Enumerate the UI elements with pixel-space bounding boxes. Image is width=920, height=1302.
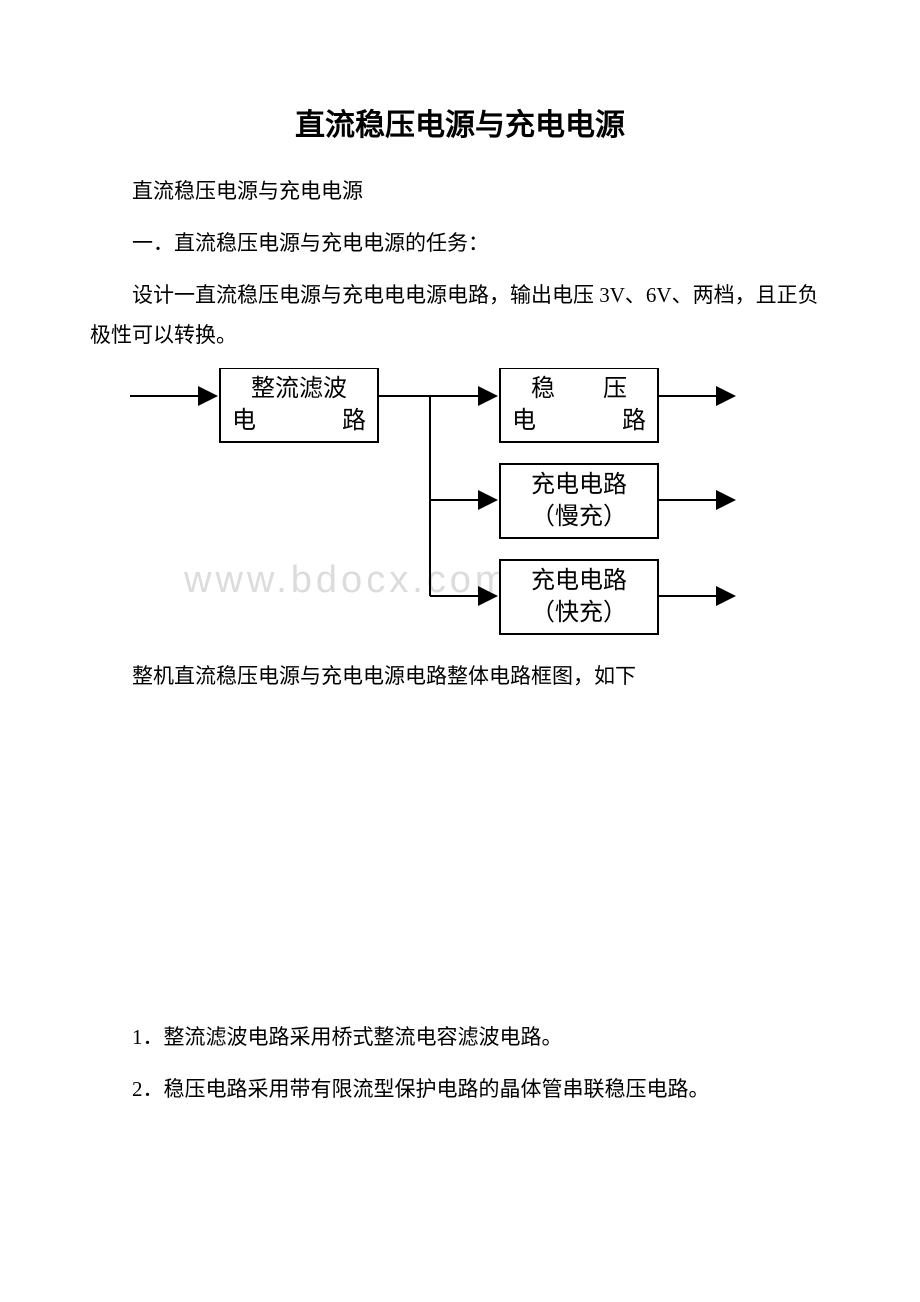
- svg-text:整流滤波: 整流滤波: [251, 375, 347, 402]
- svg-text:www.bdocx.com: www.bdocx.com: [183, 559, 511, 601]
- svg-text:电: 电: [232, 407, 256, 434]
- svg-text:稳 压: 稳 压: [531, 375, 627, 402]
- block-diagram: www.bdocx.com 整流滤波电 路 稳 压电 路充电电路 （慢充） 充电电路 （快充）: [130, 368, 740, 645]
- section1-heading: 一．直流稳压电源与充电电源的任务：: [90, 224, 830, 264]
- svg-text:路: 路: [622, 407, 646, 434]
- svg-text:电: 电: [512, 407, 536, 434]
- page: 直流稳压电源与充电电源 直流稳压电源与充电电源 一．直流稳压电源与充电电源的任务…: [0, 0, 920, 1182]
- blank-space: [90, 708, 830, 1018]
- subtitle-line: 直流稳压电源与充电电源: [90, 172, 830, 212]
- list-item-1: 1．整流滤波电路采用桥式整流电容滤波电路。: [90, 1018, 830, 1058]
- svg-text:充电电路: 充电电路: [531, 567, 627, 594]
- section1-para1: 设计一直流稳压电源与充电电电源电路，输出电压 3V、6V、两档，且正负极性可以转…: [90, 276, 830, 356]
- svg-text:充电电路: 充电电路: [531, 471, 627, 498]
- flowchart-svg: www.bdocx.com 整流滤波电 路 稳 压电 路充电电路 （慢充） 充电电路 （快充）: [130, 368, 740, 640]
- svg-text:路: 路: [342, 407, 366, 434]
- list-item-2: 2．稳压电路采用带有限流型保护电路的晶体管串联稳压电路。: [90, 1070, 830, 1110]
- diagram-caption: 整机直流稳压电源与充电电源电路整体电路框图，如下: [90, 657, 830, 697]
- svg-text:（慢充）: （慢充）: [531, 503, 627, 530]
- svg-text:（快充）: （快充）: [531, 599, 627, 626]
- document-title: 直流稳压电源与充电电源: [90, 100, 830, 144]
